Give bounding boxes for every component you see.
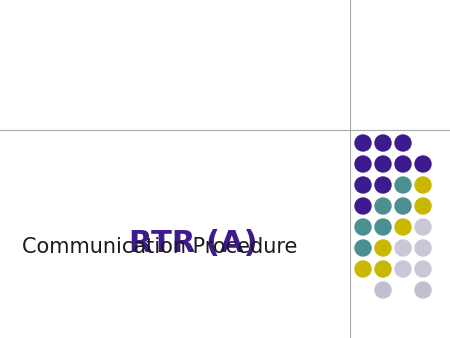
Circle shape <box>415 177 431 193</box>
Circle shape <box>355 156 371 172</box>
Circle shape <box>395 135 411 151</box>
Circle shape <box>355 135 371 151</box>
Circle shape <box>395 198 411 214</box>
Circle shape <box>395 261 411 277</box>
Circle shape <box>395 156 411 172</box>
Circle shape <box>395 177 411 193</box>
Circle shape <box>395 219 411 235</box>
Circle shape <box>415 198 431 214</box>
Circle shape <box>415 156 431 172</box>
Circle shape <box>375 240 391 256</box>
Circle shape <box>355 177 371 193</box>
Circle shape <box>395 240 411 256</box>
Circle shape <box>375 198 391 214</box>
Circle shape <box>375 219 391 235</box>
Text: Communication Procedure: Communication Procedure <box>22 237 297 257</box>
Circle shape <box>375 156 391 172</box>
Text: RTR (A): RTR (A) <box>129 229 258 258</box>
Circle shape <box>355 219 371 235</box>
Circle shape <box>355 240 371 256</box>
Circle shape <box>375 282 391 298</box>
Circle shape <box>375 261 391 277</box>
Circle shape <box>355 198 371 214</box>
Circle shape <box>415 240 431 256</box>
Circle shape <box>375 177 391 193</box>
Circle shape <box>355 261 371 277</box>
Circle shape <box>415 219 431 235</box>
Circle shape <box>415 282 431 298</box>
Circle shape <box>375 135 391 151</box>
Circle shape <box>415 261 431 277</box>
